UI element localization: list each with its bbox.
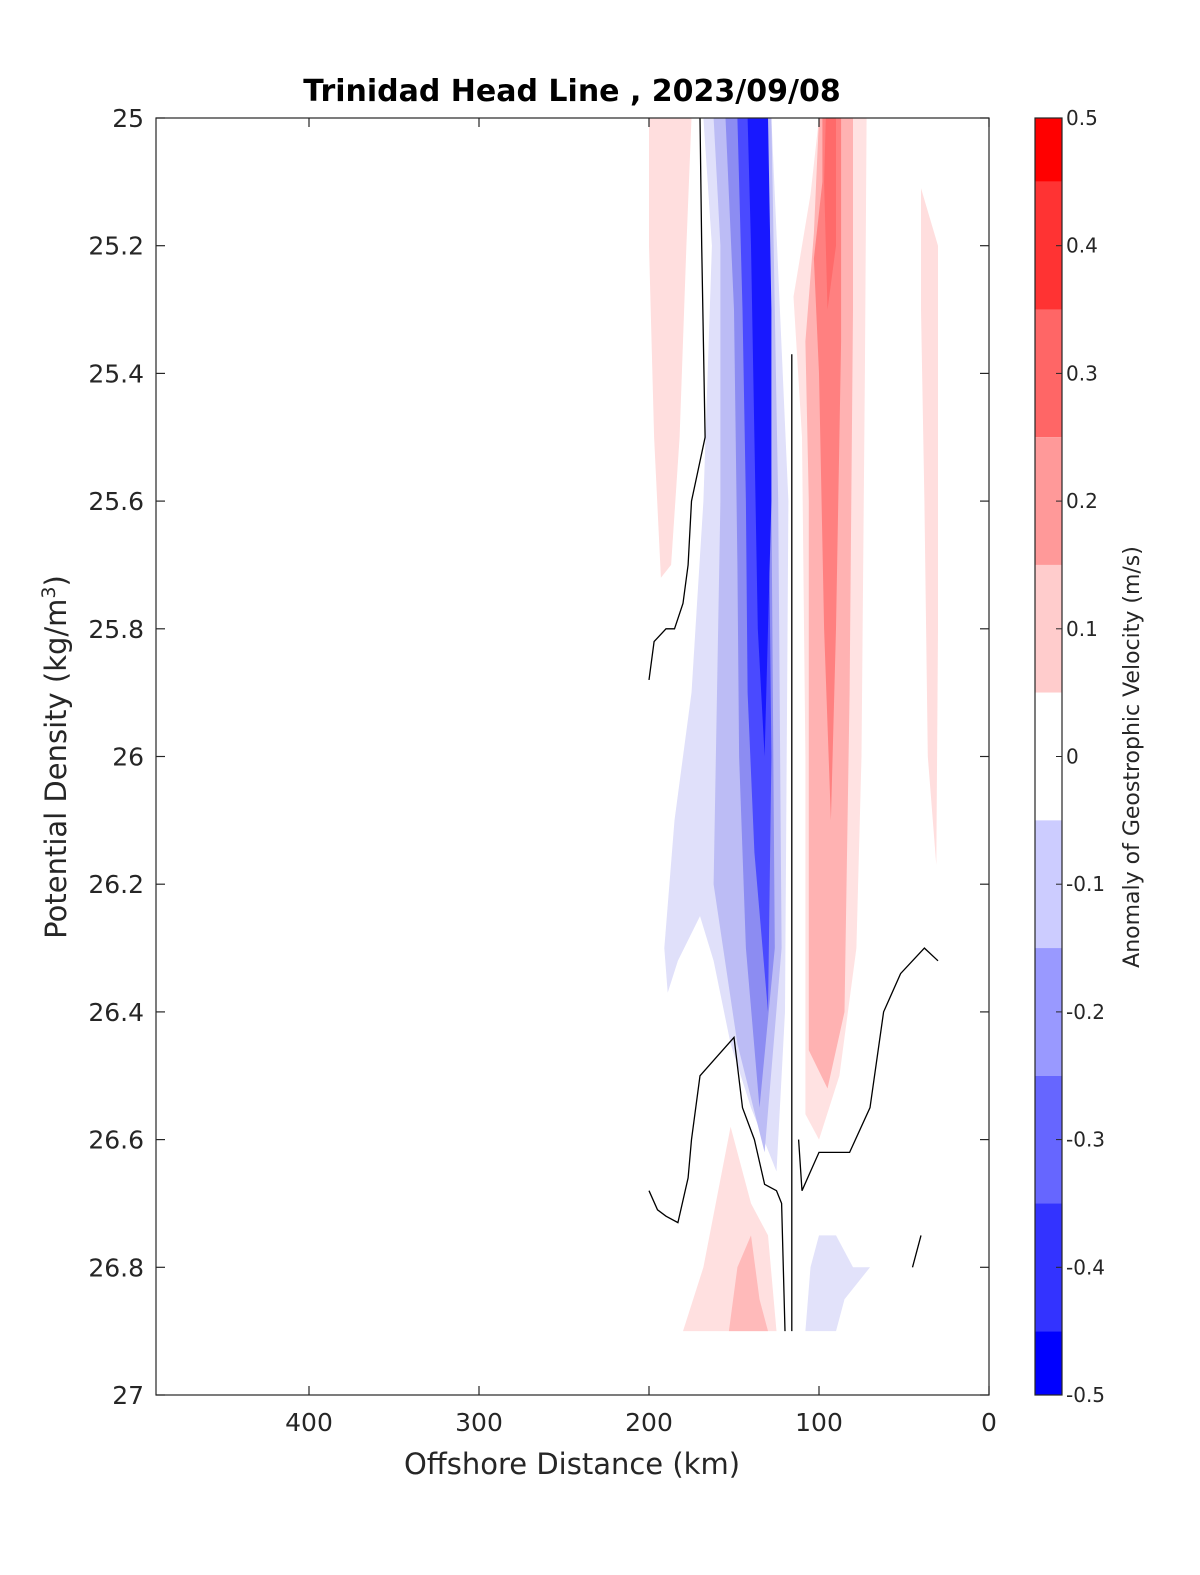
y-tick-label: 25.8: [88, 615, 144, 644]
y-tick-label: 26.4: [88, 998, 144, 1027]
y-tick-label: 26: [112, 743, 144, 772]
filled-region-9: [813, 118, 842, 821]
y-tick-label: 27: [112, 1381, 144, 1410]
y-tick-label: 26.6: [88, 1126, 144, 1155]
colorbar-tick-label: 0.1: [1066, 617, 1098, 641]
colorbar-tick-label: 0.5: [1066, 106, 1098, 130]
colorbar-tick-label: -0.3: [1066, 1128, 1105, 1152]
colorbar-tick-label: -0.2: [1066, 1000, 1105, 1024]
y-axis-label-main: Potential Density (kg/m: [39, 599, 73, 939]
y-tick-label: 26.2: [88, 870, 144, 899]
y-tick-label: 25.4: [88, 359, 144, 388]
chart-title: Trinidad Head Line , 2023/09/08: [303, 74, 840, 109]
colorbar: 0.5 0.4 0.3 0.2 0.1 0 -0.1 -0.2 -0.3 -0.4 -0.5: [1034, 106, 1105, 1407]
zero-contour-line-4: [911, 1235, 922, 1268]
x-tick-label: 200: [625, 1408, 673, 1437]
colorbar-tick-label: -0.1: [1066, 872, 1105, 896]
y-axis-label-close: ): [39, 575, 73, 586]
y-tick-label: 25.6: [88, 487, 144, 516]
colorbar-tick-label: 0: [1066, 745, 1079, 769]
y-axis: 25 25.2 25.4 25.6 25.8 26 26.2 26.4 26.6 26.8 27: [88, 104, 989, 1410]
filled-region-0: [649, 118, 692, 578]
colorbar-tick-label: 0.3: [1066, 361, 1098, 385]
colorbar-swatch: [1035, 1331, 1062, 1395]
y-axis-label-superscript: 3: [38, 586, 60, 598]
y-axis-label: Potential Density (kg/m3): [38, 575, 73, 939]
colorbar-swatch: [1035, 118, 1062, 182]
y-tick-label: 26.8: [88, 1253, 144, 1282]
filled-region-6: [747, 118, 772, 757]
colorbar-tick-label: 0.4: [1066, 234, 1098, 258]
plot-area: [648, 117, 939, 1332]
zero-contour-line-3: [797, 947, 939, 1191]
colorbar-tick-label: -0.4: [1066, 1255, 1105, 1279]
x-tick-label: 300: [455, 1408, 503, 1437]
filled-region-10: [824, 118, 836, 310]
x-tick-label: 100: [795, 1408, 843, 1437]
filled-region-12: [728, 1235, 768, 1332]
x-axis: 400 300 200 100 0: [285, 118, 997, 1437]
zero-contour-line-0: [648, 117, 706, 680]
y-tick-label: 25: [112, 104, 144, 133]
colorbar-tick-label: 0.2: [1066, 489, 1098, 513]
zero-contour-line-2: [648, 1035, 786, 1332]
y-tick-label: 25.2: [88, 232, 144, 261]
filled-region-1: [921, 188, 938, 865]
x-tick-label: 400: [285, 1408, 333, 1437]
x-axis-label: Offshore Distance (km): [404, 1447, 740, 1481]
colorbar-label: Anomaly of Geostrophic Velocity (m/s): [1120, 546, 1145, 968]
filled-region-13: [805, 1235, 870, 1332]
x-tick-label: 0: [981, 1408, 997, 1437]
colorbar-tick-label: -0.5: [1066, 1383, 1105, 1407]
